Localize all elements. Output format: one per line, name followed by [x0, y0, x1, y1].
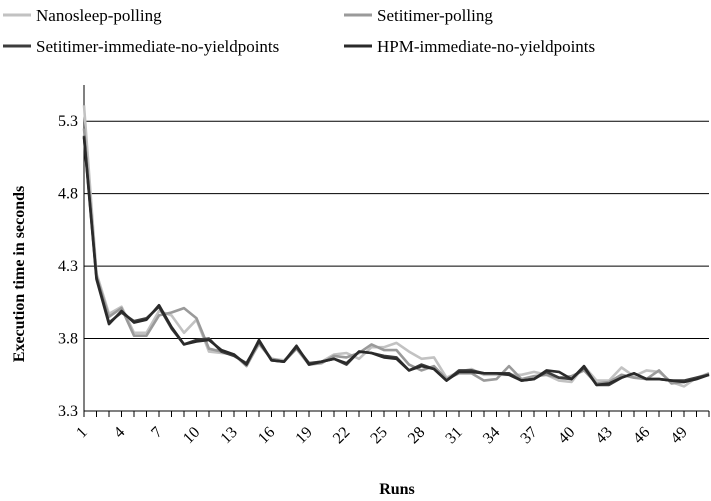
x-tick-label: 13 — [217, 424, 240, 447]
legend-label: Nanosleep-polling — [36, 6, 162, 25]
x-tick-label: 7 — [148, 424, 166, 442]
legend-label: Setitimer-immediate-no-yieldpoints — [36, 37, 279, 56]
y-tick-label: 4.3 — [58, 258, 78, 275]
y-tick-label: 4.8 — [58, 186, 78, 203]
x-tick-label: 4 — [111, 424, 129, 442]
y-tick-label: 3.3 — [58, 403, 78, 420]
legend-label: HPM-immediate-no-yieldpoints — [377, 37, 595, 56]
x-axis-title: Runs — [379, 481, 415, 498]
x-tick-label: 25 — [367, 424, 390, 447]
y-axis-ticks: 3.3 3.8 4.3 4.8 5.3 — [58, 113, 78, 420]
x-tick-label: 46 — [630, 424, 653, 447]
x-tick-label: 31 — [442, 424, 465, 447]
y-tick-label: 5.3 — [58, 113, 78, 130]
series-line-1 — [82, 105, 710, 388]
x-tick-label: 1 — [73, 424, 91, 442]
gridlines — [84, 120, 709, 340]
legend-label: Setitimer-polling — [377, 6, 493, 25]
x-tick-label: 43 — [592, 424, 615, 447]
series-line-3 — [82, 135, 710, 387]
x-tick-label: 40 — [555, 424, 578, 447]
legend: Nanosleep-polling Setitimer-polling Setiti… — [3, 6, 595, 56]
x-tick-label: 10 — [180, 424, 203, 447]
y-axis-title: Execution time in seconds — [11, 186, 28, 362]
x-tick-label: 22 — [330, 424, 353, 447]
x-tick-label: 28 — [405, 424, 428, 447]
series-lines — [82, 105, 710, 388]
y-tick-label: 3.8 — [58, 331, 78, 348]
x-tick-label: 49 — [667, 424, 690, 447]
x-tick-label: 37 — [517, 424, 540, 447]
series-line-2 — [82, 128, 710, 385]
x-tick-label: 34 — [480, 424, 503, 447]
series-line-4 — [82, 137, 710, 387]
x-tick-label: 19 — [292, 424, 315, 447]
x-tick-label: 16 — [255, 424, 278, 447]
